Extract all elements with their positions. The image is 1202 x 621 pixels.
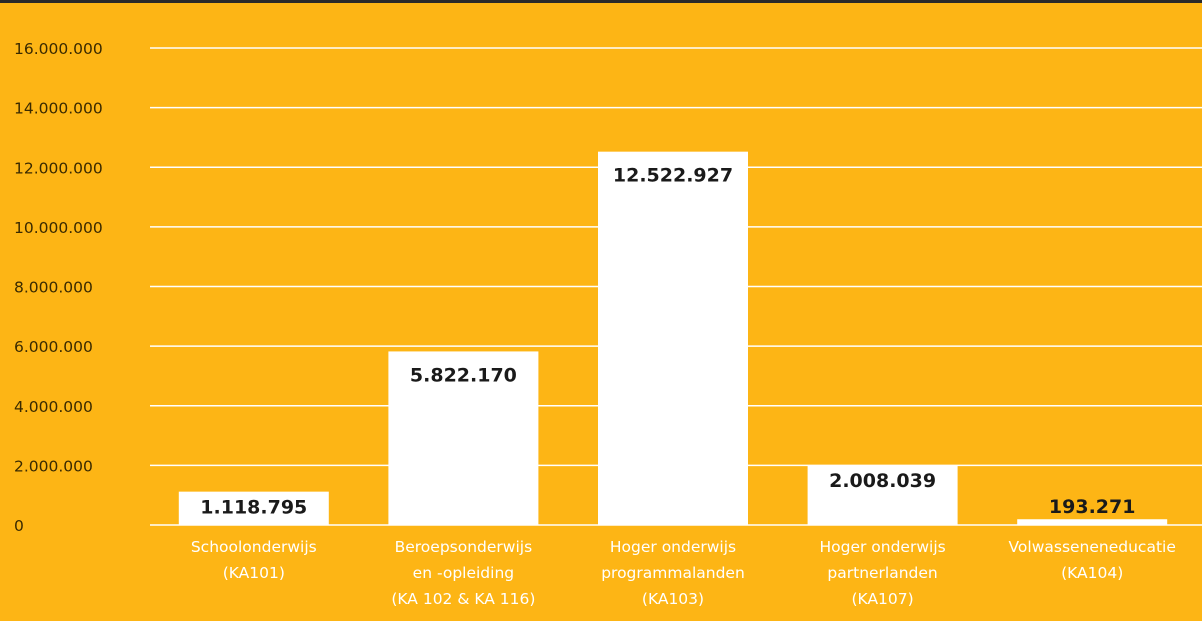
x-axis-category-labels: Schoolonderwijs (KA101) Beroepsonderwijs en… — [191, 538, 1176, 608]
category-label: (KA107) — [852, 590, 914, 608]
data-label: 193.271 — [1049, 496, 1136, 518]
bar — [1017, 519, 1168, 525]
bar — [598, 151, 748, 526]
category-label: Hoger onderwijs — [819, 538, 945, 556]
y-tick-label: 10.000.000 — [14, 219, 103, 237]
category-label: (KA 102 & KA 116) — [391, 590, 535, 608]
data-label: 1.118.795 — [200, 497, 307, 519]
y-tick-label: 16.000.000 — [14, 40, 103, 58]
category-label: (KA101) — [223, 564, 285, 582]
y-tick-label: 14.000.000 — [14, 100, 103, 118]
category-label: Schoolonderwijs — [191, 538, 317, 556]
bar — [388, 351, 539, 525]
category-label: Hoger onderwijs — [610, 538, 736, 556]
data-label: 5.822.170 — [410, 364, 517, 386]
y-tick-label: 2.000.000 — [14, 457, 93, 475]
bar — [178, 491, 329, 525]
category-label: partnerlanden — [827, 564, 937, 582]
category-label: Beroepsonderwijs — [395, 538, 533, 556]
category-label: (KA104) — [1061, 564, 1123, 582]
category-label: programmalanden — [601, 564, 745, 582]
y-axis-tick-labels: 0 2.000.000 4.000.000 6.000.000 8.000.000 10.… — [14, 40, 103, 535]
y-tick-label: 6.000.000 — [14, 338, 93, 356]
data-labels: 1.118.795 5.822.170 12.522.927 2.008.039 193… — [200, 165, 1135, 519]
bars — [178, 151, 1168, 526]
bar — [807, 465, 958, 525]
y-tick-label: 4.000.000 — [14, 398, 93, 416]
category-label: en -opleiding — [413, 564, 514, 582]
y-tick-label: 0 — [14, 517, 24, 535]
top-border — [0, 0, 1202, 3]
category-label: (KA103) — [642, 590, 704, 608]
category-label: Volwasseneneducatie — [1009, 538, 1176, 556]
data-label: 2.008.039 — [829, 470, 936, 492]
y-tick-label: 8.000.000 — [14, 279, 93, 297]
y-tick-label: 12.000.000 — [14, 159, 103, 177]
data-label: 12.522.927 — [613, 165, 733, 187]
